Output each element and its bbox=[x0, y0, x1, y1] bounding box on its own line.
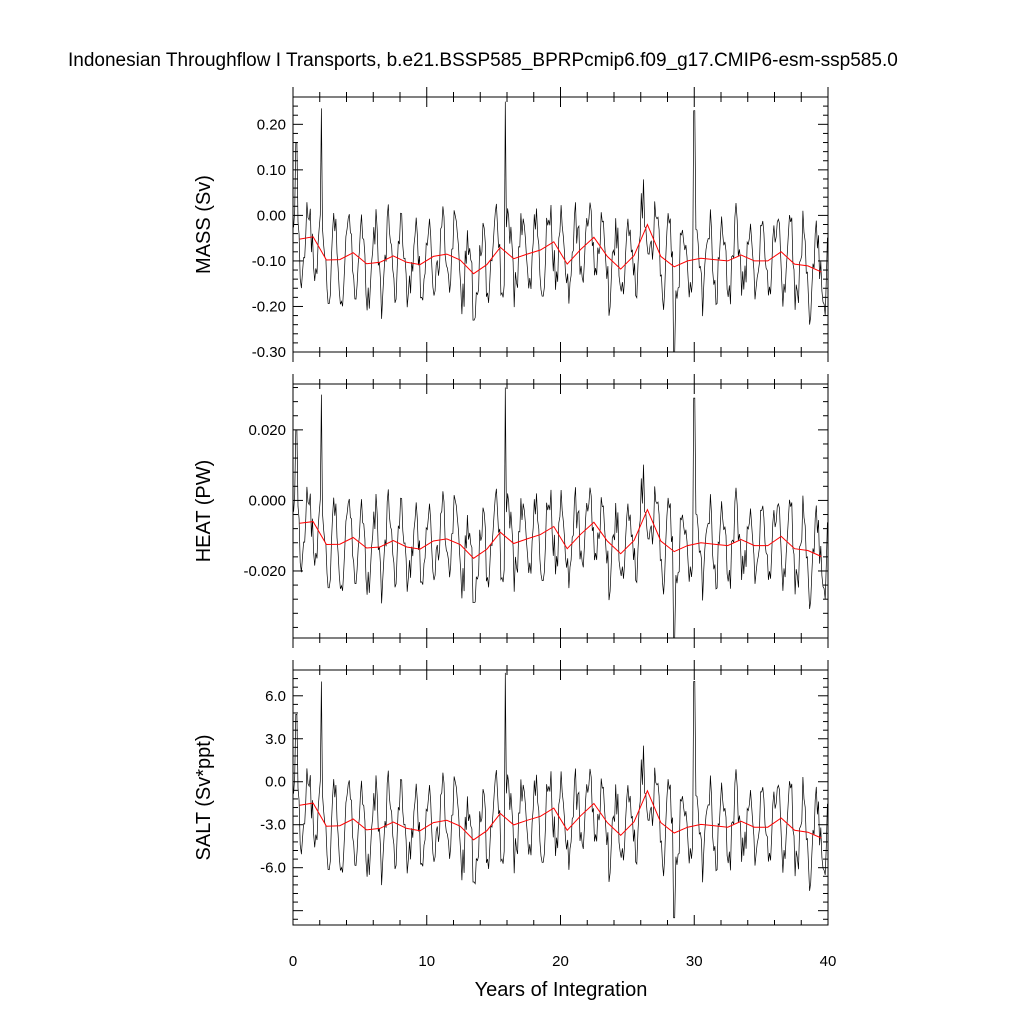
panel-3-annual-mean-series bbox=[299, 789, 822, 841]
y-tick-label: 0.20 bbox=[257, 116, 286, 133]
y-tick-label: -0.020 bbox=[243, 563, 286, 580]
y-tick-label: 0.00 bbox=[257, 207, 286, 224]
x-tick-label: 40 bbox=[820, 953, 837, 970]
y-tick-label: -3.0 bbox=[260, 817, 286, 834]
y-tick-label: 0.10 bbox=[257, 162, 286, 179]
panel-1-annual-mean-series bbox=[299, 223, 822, 275]
y-tick-label: -0.20 bbox=[252, 298, 286, 315]
y-tick-label: 0.0 bbox=[265, 774, 286, 791]
panel-3-frame bbox=[292, 669, 829, 926]
x-tick-label: 0 bbox=[289, 953, 297, 970]
x-tick-label: 30 bbox=[686, 953, 703, 970]
y-tick-label: 3.0 bbox=[265, 731, 286, 748]
panel-1-y-axis-label: MASS (Sv) bbox=[193, 175, 215, 274]
x-tick-label: 10 bbox=[418, 953, 435, 970]
panel-1-monthly-series bbox=[293, 101, 828, 353]
y-tick-label: 6.0 bbox=[265, 688, 286, 705]
y-tick-label: -0.30 bbox=[252, 344, 286, 361]
panel-3-y-axis-label: SALT (Sv*ppt) bbox=[193, 735, 215, 861]
x-tick-label: 20 bbox=[552, 953, 569, 970]
x-axis-label: Years of Integration bbox=[475, 979, 648, 1001]
y-tick-label: -0.10 bbox=[252, 253, 286, 270]
panel-2-annual-mean-series bbox=[299, 508, 822, 559]
y-tick-label: 0.020 bbox=[248, 422, 286, 439]
panel-2-y-axis-label: HEAT (PW) bbox=[193, 460, 215, 563]
y-tick-label: -6.0 bbox=[260, 860, 286, 877]
chart-title: Indonesian Throughflow I Transports, b.e… bbox=[68, 50, 898, 71]
panel-2-monthly-series bbox=[293, 387, 828, 639]
y-tick-label: 0.000 bbox=[248, 492, 286, 509]
panel-3-monthly-series bbox=[293, 672, 828, 919]
